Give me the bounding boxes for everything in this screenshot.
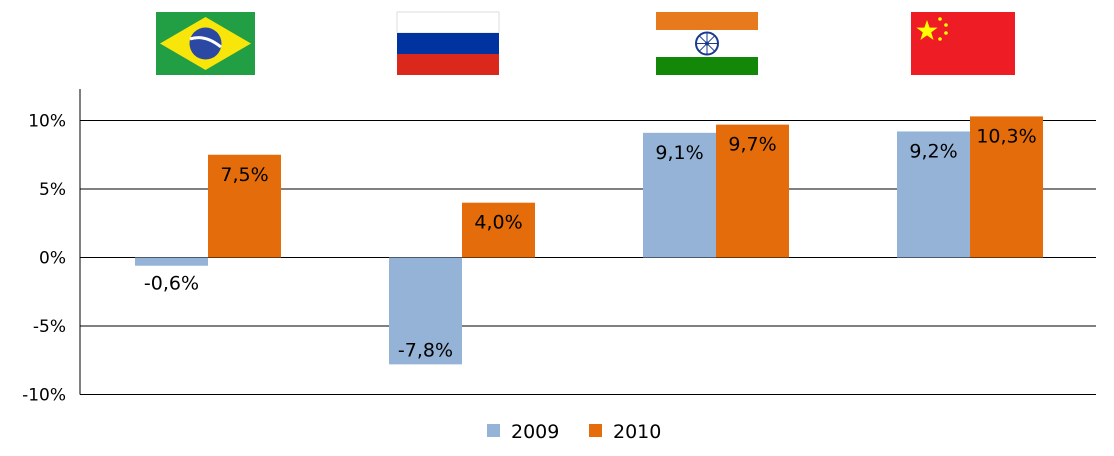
legend-swatch-2010 bbox=[589, 424, 602, 437]
y-tick-label: -10% bbox=[22, 386, 66, 406]
bar-2010-india bbox=[716, 124, 789, 258]
flag-russia-icon bbox=[396, 11, 500, 75]
flag-brazil-icon bbox=[156, 12, 255, 75]
bar-2010-brazil bbox=[208, 154, 281, 258]
legend-label-2009: 2009 bbox=[511, 421, 559, 443]
bar-2010-china bbox=[970, 116, 1043, 258]
y-axis-tick-labels: 10% 5% 0% -5% -10% bbox=[22, 112, 66, 406]
data-label-2009-brazil: -0,6% bbox=[144, 273, 199, 295]
y-tick-label: 10% bbox=[28, 112, 66, 132]
bar-2009-india bbox=[643, 132, 716, 258]
flag-china-icon bbox=[911, 12, 1015, 75]
data-label-2010-brazil: 7,5% bbox=[220, 164, 268, 186]
data-label-2010-india: 9,7% bbox=[728, 134, 776, 156]
legend: 2009 2010 bbox=[487, 421, 661, 443]
bar-2009-brazil bbox=[135, 257, 208, 266]
y-tick-label: 0% bbox=[39, 249, 66, 269]
bar-2009-russia bbox=[389, 257, 462, 365]
chart-bars bbox=[135, 116, 1043, 365]
data-labels: -0,6% 7,5% -7,8% 4,0% 9,1% 9,7% 9,2% 10,3% bbox=[144, 125, 1037, 361]
bar-2010-russia bbox=[462, 202, 535, 258]
y-tick-label: -5% bbox=[33, 317, 66, 337]
data-label-2009-india: 9,1% bbox=[655, 142, 703, 164]
flag-india-icon bbox=[656, 12, 758, 75]
data-label-2009-china: 9,2% bbox=[909, 140, 957, 162]
legend-swatch-2009 bbox=[487, 424, 500, 437]
bar-2009-china bbox=[897, 131, 970, 258]
y-tick-label: 5% bbox=[39, 180, 66, 200]
data-label-2010-china: 10,3% bbox=[976, 125, 1036, 147]
data-label-2010-russia: 4,0% bbox=[474, 212, 522, 234]
data-label-2009-russia: -7,8% bbox=[398, 339, 453, 361]
legend-label-2010: 2010 bbox=[613, 421, 661, 443]
